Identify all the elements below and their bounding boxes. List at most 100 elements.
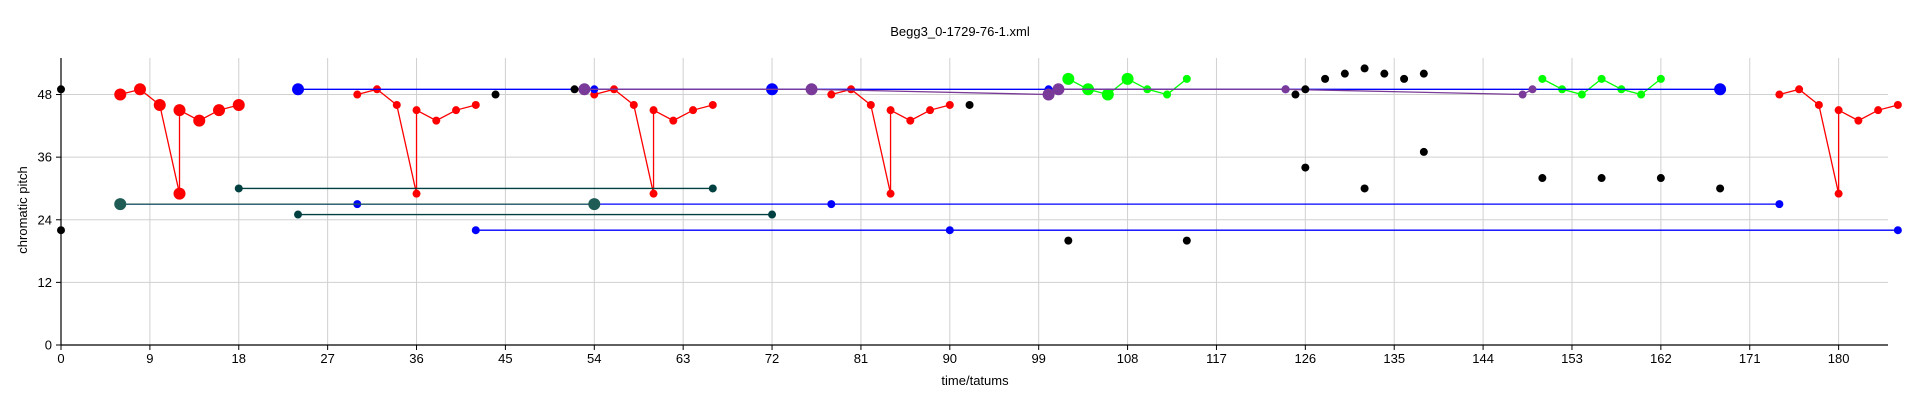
data-point [234, 184, 243, 193]
x-tick-label: 126 [1294, 351, 1316, 366]
series-2 [590, 85, 717, 198]
data-point [114, 198, 127, 211]
series-14 [57, 64, 1725, 245]
data-point [1834, 106, 1843, 115]
x-tick-label: 9 [146, 351, 153, 366]
y-tick-label: 24 [38, 212, 52, 227]
data-point [1775, 90, 1784, 99]
data-point [965, 100, 974, 109]
series-9 [471, 226, 1902, 235]
data-point [153, 98, 166, 111]
y-tick-label: 36 [38, 150, 52, 165]
x-axis-label: time/tatums [941, 373, 1009, 388]
data-point [173, 104, 186, 117]
data-point [886, 189, 895, 198]
data-point [1874, 106, 1883, 115]
data-point [412, 106, 421, 115]
data-point [1716, 184, 1725, 193]
axes [60, 58, 1888, 346]
x-tick-label: 180 [1828, 351, 1850, 366]
data-point [57, 85, 65, 94]
x-tick-label: 36 [409, 351, 423, 366]
data-point [578, 83, 591, 96]
x-tick-label: 99 [1031, 351, 1045, 366]
y-tick-label: 48 [38, 87, 52, 102]
data-point [629, 100, 638, 109]
data-point [708, 100, 717, 109]
data-point [1291, 90, 1300, 99]
data-point [232, 98, 245, 111]
data-point [294, 210, 303, 219]
series-layer [57, 64, 1902, 245]
data-point [1893, 100, 1902, 109]
data-point [1062, 72, 1075, 85]
data-point [805, 83, 818, 96]
data-point [649, 106, 658, 115]
series-1 [353, 85, 480, 198]
data-point [1656, 174, 1665, 183]
data-point [827, 90, 836, 99]
data-point [1163, 90, 1172, 99]
y-tick-label: 12 [38, 275, 52, 290]
data-point [1893, 226, 1902, 235]
x-tick-label: 117 [1206, 351, 1227, 366]
data-point [432, 116, 441, 125]
data-point [1101, 88, 1114, 101]
data-point [392, 100, 401, 109]
series-line [594, 88, 713, 194]
data-point [1814, 100, 1823, 109]
ticks: 0 9 18 27 36 45 54 63 72 81 90 99 108 117 126 135 144 153… [38, 87, 1850, 366]
data-point [866, 100, 875, 109]
data-point [173, 187, 186, 200]
x-tick-label: 90 [943, 351, 957, 366]
data-point [827, 200, 836, 209]
x-tick-label: 171 [1739, 351, 1761, 366]
data-point [1360, 184, 1369, 193]
data-point [689, 106, 698, 115]
series-4 [1775, 85, 1902, 198]
data-point [945, 226, 954, 235]
data-point [886, 106, 895, 115]
data-point [945, 100, 954, 109]
data-point [1042, 88, 1055, 101]
series-13 [578, 83, 1537, 101]
series-12 [294, 210, 777, 219]
data-point [649, 189, 658, 198]
data-point [471, 100, 480, 109]
data-point [768, 210, 777, 219]
data-point [1380, 69, 1389, 78]
data-point [1656, 74, 1665, 83]
data-point [1121, 72, 1134, 85]
x-tick-label: 153 [1561, 351, 1583, 366]
data-point [1775, 200, 1784, 209]
chart-title: Begg3_0-1729-76-1.xml [890, 24, 1030, 39]
data-point [1597, 174, 1606, 183]
data-point [906, 116, 915, 125]
data-point [57, 226, 65, 235]
data-point [1597, 74, 1606, 83]
data-point [1281, 85, 1290, 94]
x-tick-label: 108 [1117, 351, 1139, 366]
data-point [588, 198, 601, 211]
y-tick-label: 0 [45, 338, 52, 353]
data-point [1064, 236, 1073, 245]
data-point [1301, 85, 1310, 94]
series-11 [234, 184, 717, 193]
x-tick-label: 135 [1383, 351, 1405, 366]
x-tick-label: 63 [676, 351, 690, 366]
data-point [1637, 90, 1646, 99]
x-tick-label: 72 [765, 351, 779, 366]
data-point [1419, 147, 1428, 156]
series-10 [114, 198, 601, 211]
series-0 [114, 83, 245, 200]
series-5 [1062, 72, 1191, 101]
data-point [1528, 85, 1537, 94]
x-tick-label: 144 [1472, 351, 1494, 366]
data-point [1714, 83, 1727, 96]
data-point [1834, 189, 1843, 198]
x-tick-label: 81 [854, 351, 868, 366]
data-point [452, 106, 461, 115]
x-tick-label: 27 [320, 351, 334, 366]
data-point [1577, 90, 1586, 99]
data-point [1360, 64, 1369, 73]
